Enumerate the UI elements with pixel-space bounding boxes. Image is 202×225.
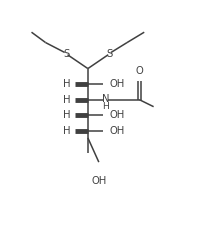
- Text: H: H: [63, 95, 71, 105]
- Text: N: N: [102, 94, 109, 104]
- Text: H: H: [102, 102, 109, 111]
- Text: S: S: [106, 49, 112, 58]
- Text: OH: OH: [91, 176, 106, 186]
- Text: H: H: [63, 126, 71, 136]
- Text: OH: OH: [110, 79, 125, 89]
- Text: S: S: [64, 49, 70, 58]
- Text: O: O: [136, 66, 143, 76]
- Text: OH: OH: [110, 110, 125, 120]
- Text: H: H: [63, 110, 71, 120]
- Text: H: H: [63, 79, 71, 89]
- Text: OH: OH: [110, 126, 125, 136]
